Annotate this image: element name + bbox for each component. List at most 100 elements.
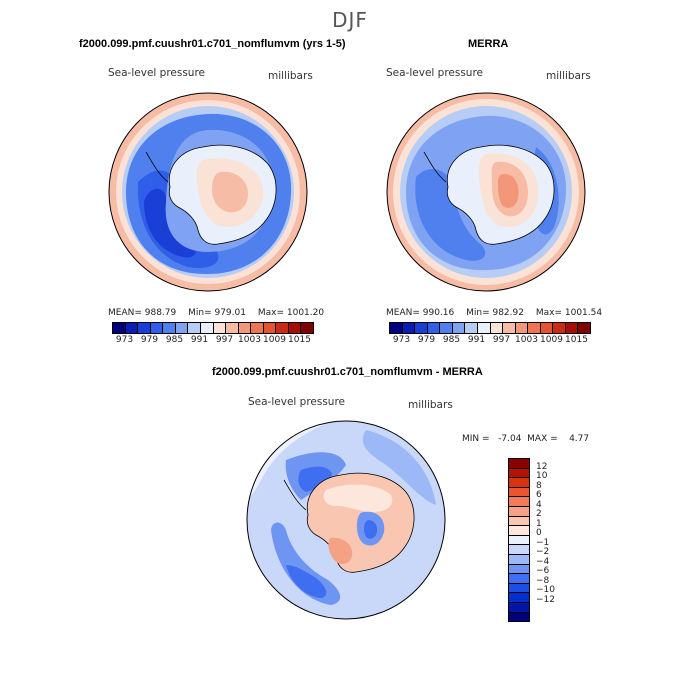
colorbar-cell — [528, 323, 541, 333]
colorbar-cell — [288, 323, 302, 333]
colorbar-tick-label: 1003 — [238, 335, 261, 345]
colorbar-cell — [150, 323, 164, 333]
colorbar-tick-label: 12 — [536, 461, 548, 472]
panel2-units-label: millibars — [546, 70, 591, 82]
colorbar-cell — [440, 323, 453, 333]
panel3-variable-label: Sea-level pressure — [248, 396, 346, 408]
colorbar-cell — [509, 526, 529, 536]
colorbar-tick-label: 8 — [536, 480, 542, 491]
colorbar-tick-label: −8 — [536, 575, 550, 586]
colorbar-cell — [509, 583, 529, 594]
colorbar-tick-label: 979 — [417, 335, 436, 345]
colorbar-cell — [509, 612, 529, 622]
panel3-title: f2000.099.pmf.cuushr01.c701_nomflumvm - … — [212, 366, 483, 378]
colorbar-tick-label: 1015 — [565, 335, 588, 345]
colorbar-tick-label: 985 — [442, 335, 461, 345]
colorbar-cell — [553, 323, 566, 333]
colorbar-cell — [163, 323, 176, 333]
colorbar-cell — [509, 516, 529, 527]
panel2-mean: MEAN= 990.16 — [386, 308, 455, 318]
colorbar-cell — [276, 323, 289, 333]
colorbar-tick-label: 985 — [165, 335, 184, 345]
colorbar-cell — [490, 323, 504, 333]
panel3-peninsula — [283, 479, 307, 511]
colorbar-tick-label: 6 — [536, 490, 542, 501]
colorbar-cell — [578, 323, 590, 333]
panel3-units-label: millibars — [408, 399, 453, 411]
colorbar-cell — [509, 478, 529, 488]
colorbar-cell — [465, 323, 478, 333]
colorbar-tick-label: −1 — [536, 537, 550, 548]
panel3-deep-low-west — [298, 466, 332, 492]
panel2-colorbar — [389, 322, 591, 334]
colorbar-tick-label: −2 — [536, 547, 550, 558]
colorbar-cell — [251, 323, 264, 333]
colorbar-cell — [402, 323, 416, 333]
panel1-high-core — [212, 171, 248, 213]
colorbar-cell — [509, 468, 529, 479]
panel1-units-label: millibars — [268, 70, 313, 82]
colorbar-cell — [509, 593, 529, 603]
colorbar-cell — [213, 323, 227, 333]
colorbar-tick-label: 973 — [392, 335, 411, 345]
colorbar-cell — [301, 323, 313, 333]
colorbar-cell — [427, 323, 441, 333]
panel2-title: MERRA — [468, 38, 509, 50]
colorbar-cell — [509, 487, 529, 498]
colorbar-tick-label: 997 — [492, 335, 511, 345]
colorbar-cell — [188, 323, 201, 333]
colorbar-tick-label: −4 — [536, 556, 550, 567]
panel1-peninsula — [145, 151, 169, 183]
colorbar-tick-label: 1009 — [540, 335, 563, 345]
colorbar-cell — [509, 497, 529, 507]
panel3-map — [246, 420, 446, 620]
panel3-continent-neutral — [323, 484, 393, 512]
panel3-colorbar-ticks: 12 10 8 6 4 2 1 0 −1 −2 −4 −6 −8 −10 −12 — [536, 458, 576, 620]
panel2-high-core — [498, 174, 519, 208]
panel1-max: Max= 1001.20 — [257, 308, 325, 318]
panel2-variable-label: Sea-level pressure — [386, 67, 484, 79]
colorbar-tick-label: −6 — [536, 566, 550, 577]
panel3-positive-core — [328, 537, 353, 564]
colorbar-cell — [509, 459, 529, 469]
colorbar-cell — [509, 535, 529, 546]
colorbar-cell — [226, 323, 239, 333]
colorbar-cell — [238, 323, 252, 333]
colorbar-tick-label: 0 — [536, 528, 542, 539]
panel3-negative-sw — [271, 522, 341, 605]
panel3-negative-ne — [362, 430, 436, 505]
colorbar-cell — [565, 323, 579, 333]
colorbar-tick-label: 4 — [536, 499, 542, 510]
panel2-max: Max= 1001.54 — [535, 308, 603, 318]
colorbar-tick-label: 991 — [467, 335, 486, 345]
colorbar-cell — [175, 323, 189, 333]
colorbar-tick-label: 2 — [536, 509, 542, 520]
colorbar-cell — [263, 323, 277, 333]
panel2-colorbar-ticks: 973 979 985 991 997 1003 1009 1015 — [389, 335, 589, 347]
colorbar-tick-label: 1003 — [515, 335, 538, 345]
colorbar-tick-label: 991 — [190, 335, 209, 345]
colorbar-cell — [477, 323, 491, 333]
colorbar-cell — [509, 506, 529, 517]
panel2-peninsula — [423, 151, 447, 183]
colorbar-cell — [200, 323, 214, 333]
colorbar-cell — [509, 564, 529, 575]
colorbar-cell — [509, 574, 529, 584]
panel1-colorbar-ticks: 973 979 985 991 997 1003 1009 1015 — [112, 335, 312, 347]
colorbar-tick-label: 10 — [536, 471, 548, 482]
colorbar-cell — [390, 323, 403, 333]
colorbar-tick-label: 1015 — [288, 335, 311, 345]
panel1-stats: MEAN= 988.79 Min= 979.01 Max= 1001.20 — [108, 308, 333, 318]
panel3-interior-low-core — [364, 520, 378, 539]
colorbar-cell — [540, 323, 554, 333]
panel1-title: f2000.099.pmf.cuushr01.c701_nomflumvm (y… — [79, 38, 346, 50]
colorbar-tick-label: 1009 — [263, 335, 286, 345]
colorbar-cell — [125, 323, 139, 333]
panel2-min: Min= 982.92 — [466, 308, 524, 318]
colorbar-tick-label: 997 — [215, 335, 234, 345]
panel3-minmax: MIN = -7.04 MAX = 4.77 — [462, 434, 590, 444]
colorbar-tick-label: 973 — [115, 335, 134, 345]
panel1-colorbar — [112, 322, 314, 334]
panel1-mean: MEAN= 988.79 — [108, 308, 177, 318]
colorbar-cell — [113, 323, 126, 333]
